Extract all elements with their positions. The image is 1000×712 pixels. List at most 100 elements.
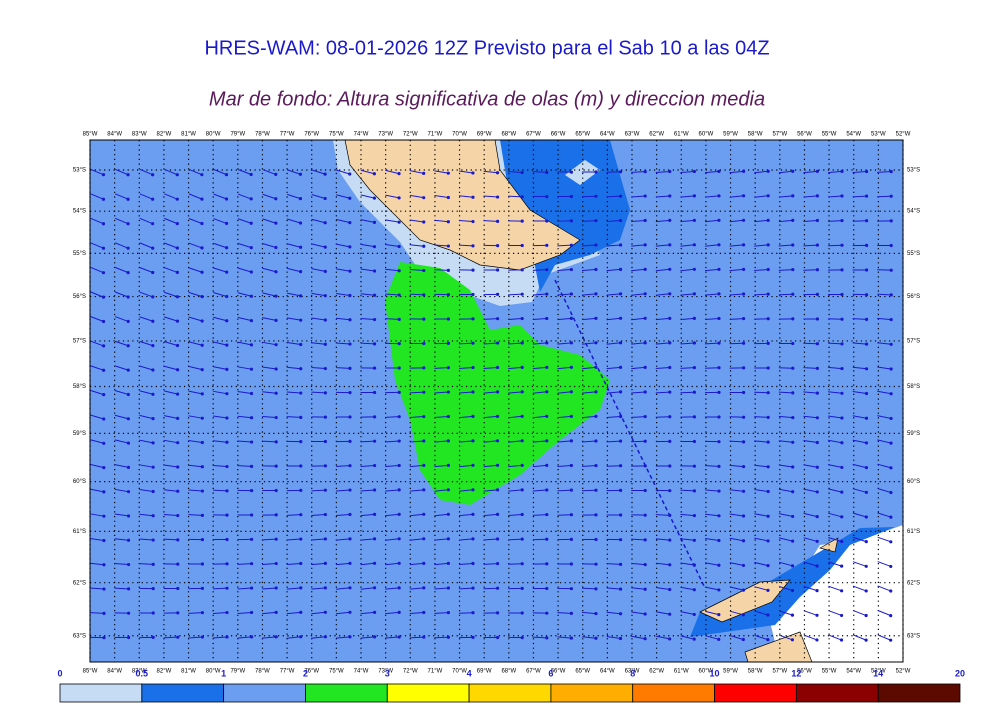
arrow-head: [619, 170, 622, 173]
arrow-head: [471, 611, 474, 614]
arrow-head: [299, 270, 302, 273]
arrow-head: [570, 513, 573, 516]
arrow-head: [151, 417, 154, 420]
arrow-head: [889, 565, 892, 568]
arrow-head: [225, 587, 228, 590]
arrow-head: [693, 563, 696, 566]
arrow-head: [717, 170, 720, 173]
arrow-head: [471, 415, 474, 418]
arrow-head: [521, 268, 524, 271]
arrow-head: [373, 513, 376, 516]
arrow-head: [570, 439, 573, 442]
arrow-head: [176, 368, 179, 371]
arrow-head: [299, 464, 302, 467]
arrow: [213, 490, 227, 491]
arrow-head: [398, 342, 401, 345]
lat-label: 57°S: [907, 339, 920, 345]
arrow-head: [324, 367, 327, 370]
arrow-head: [348, 391, 351, 394]
arrow-head: [545, 171, 548, 174]
arrow-head: [299, 319, 302, 322]
arrow-head: [348, 367, 351, 370]
arrow-head: [619, 268, 622, 271]
colorbar-swatch: [796, 684, 878, 702]
arrow-head: [250, 368, 253, 371]
arrow-head: [201, 611, 204, 614]
arrow-head: [299, 197, 302, 200]
arrow-head: [767, 219, 770, 222]
arrow-head: [644, 464, 647, 467]
arrow: [385, 319, 399, 320]
arrow: [164, 539, 178, 540]
arrow-head: [496, 513, 499, 516]
arrow-head: [816, 268, 819, 271]
arrow-head: [127, 369, 130, 372]
arrow-head: [126, 247, 129, 250]
arrow-head: [225, 197, 228, 200]
arrow-head: [521, 537, 524, 540]
colorbar-swatch: [551, 684, 633, 702]
arrow-head: [767, 243, 770, 246]
arrow: [311, 490, 325, 491]
lon-label: 65°W: [575, 132, 590, 138]
lon-label: 54°W: [846, 132, 861, 138]
arrow-head: [890, 219, 893, 222]
arrow-head: [201, 635, 204, 638]
arrow-head: [373, 245, 376, 248]
arrow-head: [717, 638, 720, 641]
arrow-head: [889, 540, 892, 543]
arrow-head: [619, 489, 622, 492]
arrow-head: [791, 367, 794, 370]
arrow: [287, 417, 301, 418]
lon-label: 72°W: [403, 132, 418, 138]
lat-label: 60°S: [907, 479, 920, 485]
arrow-head: [545, 636, 548, 639]
arrow-head: [102, 296, 105, 299]
arrow-head: [791, 564, 794, 567]
arrow: [434, 368, 448, 369]
arrow-head: [447, 488, 450, 491]
arrow-head: [250, 489, 253, 492]
arrow-head: [693, 194, 696, 197]
arrow-head: [152, 490, 155, 493]
arrow-head: [693, 219, 696, 222]
colorbar-swatch: [469, 684, 551, 702]
arrow-head: [816, 540, 819, 543]
arrow-head: [102, 636, 105, 639]
arrow: [582, 221, 596, 222]
arrow-head: [644, 243, 647, 246]
arrow-head: [299, 367, 302, 370]
arrow-head: [201, 587, 204, 590]
arrow: [188, 613, 202, 614]
arrow-head: [250, 538, 253, 541]
arrow-head: [594, 587, 597, 590]
arrow-head: [668, 366, 671, 369]
arrow-head: [668, 317, 671, 320]
arrow-head: [545, 439, 548, 442]
arrow-head: [299, 489, 302, 492]
arrow-head: [521, 244, 524, 247]
arrow-head: [840, 638, 843, 641]
arrow-head: [324, 343, 327, 346]
arrow: [90, 613, 104, 614]
arrow-head: [200, 271, 203, 274]
arrow-head: [373, 488, 376, 491]
arrow-head: [791, 342, 794, 345]
arrow-head: [201, 368, 204, 371]
arrow-head: [816, 441, 819, 444]
colorbar-label: 0: [57, 668, 62, 678]
arrow-head: [201, 465, 204, 468]
arrow-head: [865, 194, 868, 197]
arrow-head: [225, 416, 228, 419]
arrow-head: [717, 194, 720, 197]
arrow-head: [717, 613, 720, 616]
arrow-head: [742, 564, 745, 567]
lon-label: 79°W: [230, 669, 245, 675]
arrow-head: [200, 222, 203, 225]
arrow-head: [422, 439, 425, 442]
arrow-head: [225, 271, 228, 274]
arrow: [336, 368, 350, 369]
arrow-head: [471, 464, 474, 467]
arrow-head: [127, 514, 130, 517]
arrow-head: [840, 367, 843, 370]
